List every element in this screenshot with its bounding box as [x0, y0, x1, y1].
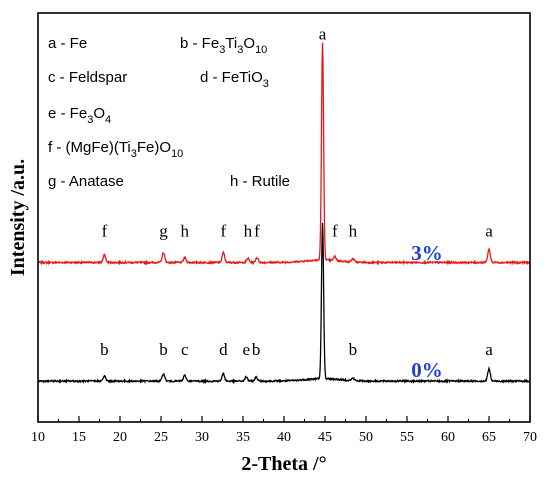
legend-entry: a - Fe [48, 35, 87, 52]
series-label: 0% [411, 358, 443, 382]
x-tick-label: 15 [72, 430, 86, 445]
y-axis-title: Intensity /a.u. [7, 159, 29, 276]
peak-label: f [332, 221, 338, 240]
peak-labels: f g h f h faf h ab b c d e b b a [100, 25, 493, 359]
x-tick-label: 60 [441, 430, 455, 445]
peak-label: h [244, 221, 253, 240]
x-tick-label: 70 [523, 430, 537, 445]
x-tick-label: 30 [195, 430, 209, 445]
legend: a - Fe b - Fe3Ti3O10 c - Feldspar d - FeTiO… [48, 35, 290, 190]
peak-label: a [319, 25, 327, 44]
x-axis-title: 2-Theta /° [241, 453, 326, 475]
x-ticks: 10 15 20 25 30 35 40 45 50 55 60 65 70 [31, 416, 537, 445]
peak-label: b [349, 340, 358, 359]
x-tick-label: 65 [482, 430, 496, 445]
x-tick-label: 40 [277, 430, 291, 445]
series-labels: 3% 0% [411, 241, 443, 382]
legend-entry: d - FeTiO3 [200, 69, 269, 90]
peak-label: a [485, 221, 493, 240]
x-tick-label: 20 [113, 430, 127, 445]
legend-entry: c - Feldspar [48, 69, 127, 86]
peak-label: f [254, 221, 260, 240]
x-tick-label: 45 [318, 430, 332, 445]
legend-entry: h - Rutile [230, 173, 290, 190]
legend-entry: g - Anatase [48, 173, 124, 190]
series-label: 3% [411, 241, 443, 265]
x-tick-label: 25 [154, 430, 168, 445]
peak-label: e [243, 340, 251, 359]
peak-label: g [159, 221, 168, 240]
x-tick-label: 10 [31, 430, 45, 445]
x-tick-label: 35 [236, 430, 250, 445]
x-tick-label: 50 [359, 430, 373, 445]
series-line [37, 222, 531, 385]
peak-label: c [181, 340, 189, 359]
peak-label: b [159, 340, 168, 359]
series-lines [37, 42, 531, 385]
legend-entry: e - Fe3O4 [48, 105, 111, 126]
legend-entry: b - Fe3Ti3O10 [180, 35, 267, 56]
series-line [37, 42, 531, 266]
peak-label: f [220, 221, 226, 240]
peak-label: h [181, 221, 190, 240]
peak-label: h [349, 221, 358, 240]
peak-label: f [102, 221, 108, 240]
peak-label: b [252, 340, 261, 359]
peak-label: b [100, 340, 109, 359]
legend-entry: f - (MgFe)(Ti3Fe)O10 [48, 139, 183, 160]
peak-label: a [485, 340, 493, 359]
peak-label: d [219, 340, 228, 359]
x-tick-label: 55 [400, 430, 414, 445]
